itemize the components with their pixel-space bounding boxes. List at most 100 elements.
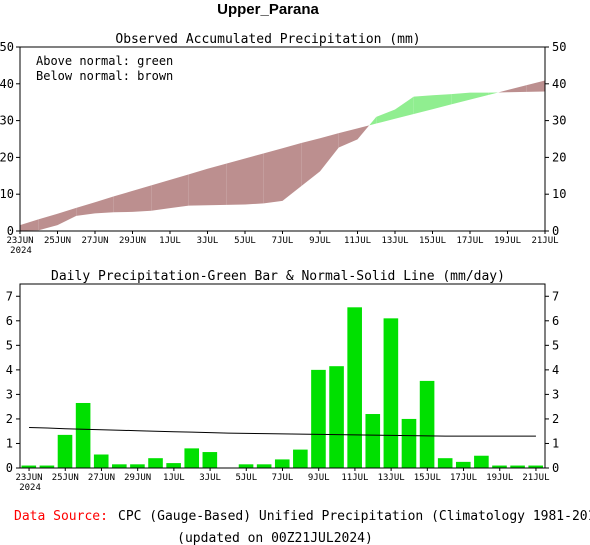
data-source-text: CPC (Gauge-Based) Unified Precipitation …: [118, 509, 590, 524]
y-tick-label-left: 30: [0, 114, 14, 128]
y-tick-label-right: 20: [552, 150, 566, 164]
daily-precip-bar: [528, 465, 543, 468]
below-normal-area-segment: [170, 174, 189, 209]
x-tick-label: 5JUL: [234, 236, 256, 246]
x-tick-label: 7JUL: [272, 236, 294, 246]
y-tick-label-left: 7: [6, 289, 13, 303]
y-tick-label-left: 3: [6, 387, 13, 401]
daily-precip-bar: [365, 414, 381, 468]
y-tick-label-right: 30: [552, 114, 566, 128]
x-tick-label: 21JUL: [531, 236, 558, 246]
x-tick-label: 25JUN: [52, 473, 79, 483]
y-tick-label-right: 6: [552, 314, 559, 328]
accumulated-area-layer: [20, 80, 545, 231]
y-tick-label-left: 0: [6, 461, 13, 475]
x-tick-label: 11JUL: [341, 473, 368, 483]
below-normal-area-segment: [301, 138, 320, 187]
y-tick-label-left: 20: [0, 150, 14, 164]
below-normal-area-segment: [57, 207, 77, 226]
y-tick-label-right: 5: [552, 338, 559, 352]
above-normal-area-segment: [432, 94, 452, 110]
x-tick-label: 21JUL: [522, 473, 549, 483]
y-tick-label-left: 5: [6, 338, 13, 352]
x-tick-label: 3JUL: [197, 236, 219, 246]
daily-precipitation-chart: Daily Precipitation-Green Bar & Normal-S…: [6, 269, 559, 493]
x-tick-label: 23JUN: [6, 236, 33, 246]
below-normal-area-segment: [151, 179, 170, 211]
x-tick-label: 27JUN: [81, 236, 108, 246]
daily-precip-bar: [184, 448, 200, 468]
daily-x-axis: 23JUN 25JUN 27JUN 29JUN 1JUL 3JUL 5JUL 7JUL 9JUL…: [16, 468, 549, 493]
below-normal-area-segment: [113, 190, 133, 213]
daily-precip-bar: [256, 464, 272, 468]
daily-precip-bar: [130, 464, 145, 468]
daily-plot-frame: [19, 283, 546, 469]
daily-precip-bar: [401, 418, 417, 468]
daily-precip-bar: [474, 455, 489, 468]
daily-precip-bar: [455, 461, 471, 468]
x-tick-label: 13JUL: [381, 236, 408, 246]
data-source-label: Data Source:: [14, 509, 108, 524]
daily-bars-layer: [21, 307, 543, 468]
daily-precip-bar: [311, 369, 326, 468]
daily-precip-bar: [383, 318, 399, 468]
x-tick-label: 25JUN: [44, 236, 71, 246]
below-normal-area-segment: [526, 80, 545, 92]
y-tick-label-left: 10: [0, 187, 14, 201]
below-normal-area-segment: [320, 133, 339, 172]
x-tick-label: 19JUL: [486, 473, 513, 483]
below-normal-area-segment: [498, 90, 508, 93]
above-normal-area-segment: [470, 92, 489, 100]
daily-precip-bar: [75, 402, 91, 468]
x-tick-label: 15JUL: [414, 473, 441, 483]
x-tick-label: 17JUL: [456, 236, 483, 246]
x-year-label: 2024: [19, 483, 41, 493]
y-tick-label-left: 4: [6, 363, 13, 377]
daily-precip-bar: [347, 307, 362, 468]
accumulated-x-axis: 23JUN 25JUN 27JUN 29JUN 1JUL 3JUL 5JUL 7JUL 9JUL…: [6, 231, 559, 256]
daily-precip-bar: [510, 465, 525, 468]
above-normal-area-segment: [395, 96, 414, 119]
y-tick-label-right: 10: [552, 187, 566, 201]
x-year-label: 2024: [10, 246, 32, 256]
y-tick-label-left: 2: [6, 412, 13, 426]
above-normal-area-segment: [488, 92, 499, 95]
legend-below-normal: Below normal: brown: [36, 69, 173, 83]
daily-y-axis: 0 0 1 1 2 2 3 3 4 4 5 5 6 6 7 7: [6, 289, 559, 475]
daily-precip-bar: [492, 465, 507, 468]
daily-precip-bar: [202, 452, 218, 468]
below-normal-area-segment: [245, 153, 264, 205]
daily-precip-bar: [93, 454, 109, 468]
x-tick-label: 29JUN: [124, 473, 151, 483]
daily-normal-line: [29, 427, 536, 437]
x-tick-label: 3JUL: [199, 473, 221, 483]
y-tick-label-right: 0: [552, 461, 559, 475]
accumulated-y-axis: 0 0 10 10 20 20 30 30 40 40 50 50: [0, 40, 566, 238]
daily-precip-bar: [419, 380, 435, 468]
y-tick-label-left: 6: [6, 314, 13, 328]
daily-precip-bar: [238, 464, 254, 468]
x-tick-label: 1JUL: [159, 236, 181, 246]
x-tick-label: 29JUN: [119, 236, 146, 246]
below-normal-area-segment: [132, 185, 152, 212]
x-tick-label: 27JUN: [88, 473, 115, 483]
y-tick-label-right: 3: [552, 387, 559, 401]
y-tick-label-right: 4: [552, 363, 559, 377]
x-tick-label: 11JUL: [344, 236, 371, 246]
below-normal-area-segment: [207, 163, 227, 206]
daily-precip-bar: [274, 459, 290, 468]
x-tick-label: 23JUN: [16, 473, 43, 483]
page-title: Upper_Parana: [217, 1, 319, 18]
below-normal-area-segment: [263, 148, 283, 204]
legend-above-normal: Above normal: green: [36, 54, 173, 68]
daily-precip-bar: [148, 458, 163, 468]
above-normal-area-segment: [369, 116, 377, 126]
below-normal-area-segment: [226, 158, 245, 205]
x-tick-label: 17JUL: [450, 473, 477, 483]
accumulated-precipitation-chart: Observed Accumulated Precipitation (mm) …: [0, 32, 566, 256]
x-tick-label: 9JUL: [309, 236, 331, 246]
daily-chart-title: Daily Precipitation-Green Bar & Normal-S…: [51, 269, 505, 284]
below-normal-area-segment: [76, 202, 95, 216]
x-tick-label: 7JUL: [272, 473, 294, 483]
